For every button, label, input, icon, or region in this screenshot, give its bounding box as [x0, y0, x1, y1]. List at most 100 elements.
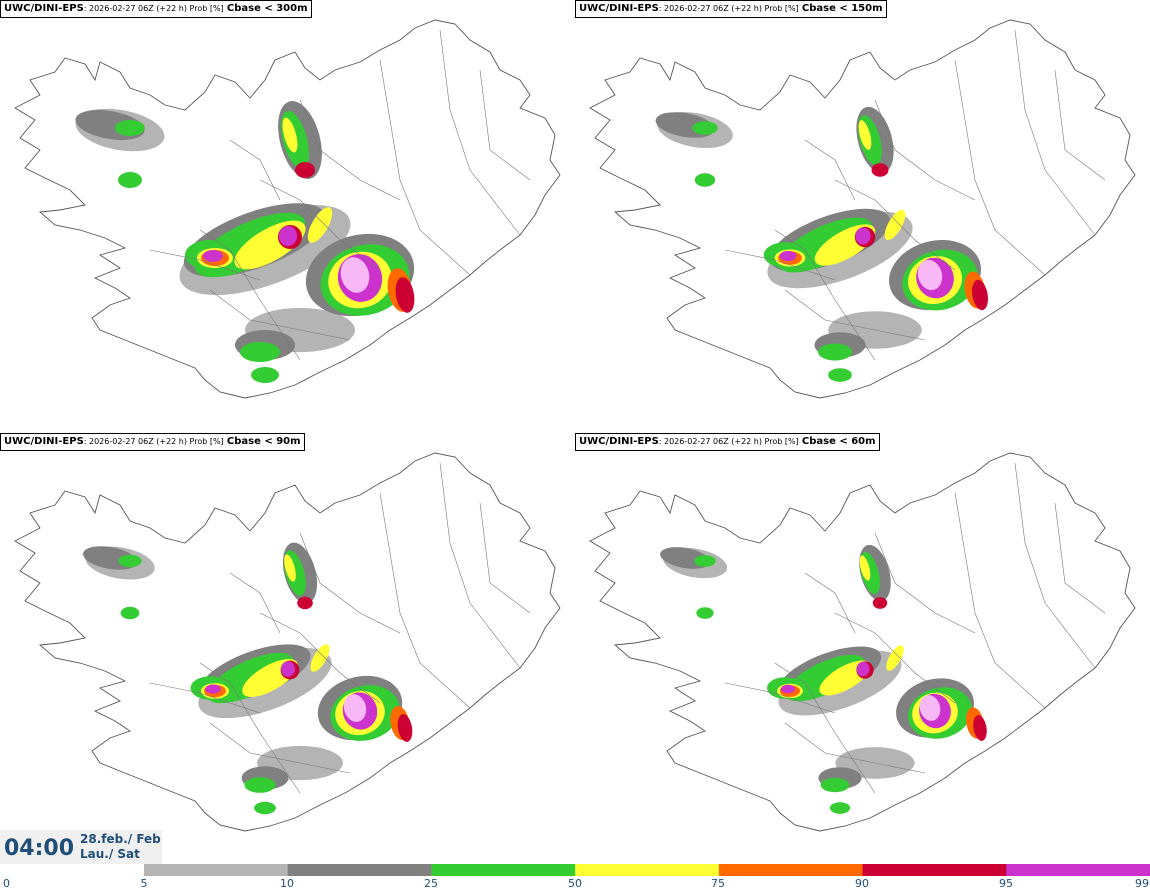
- colorbar-tick-label: 95: [999, 877, 1013, 890]
- region-border: [784, 289, 926, 341]
- region-border: [874, 532, 976, 634]
- region-border: [209, 722, 351, 774]
- probability-area: [297, 596, 313, 610]
- probability-area: [295, 162, 315, 178]
- coastline: [589, 19, 1136, 399]
- region-border: [804, 572, 856, 634]
- region-border: [259, 179, 381, 271]
- probability-area: [871, 163, 889, 177]
- region-border: [479, 502, 531, 614]
- threshold-label: Cbase < 300m: [226, 3, 308, 14]
- map-panel-300m: UWC/DINI-EPS: 2026-02-27 06Z (+22 h) Pro…: [0, 0, 575, 433]
- probability-area: [692, 121, 718, 135]
- model-name: UWC/DINI-EPS: [4, 3, 84, 14]
- map-panel-150m: UWC/DINI-EPS: 2026-02-27 06Z (+22 h) Pro…: [575, 0, 1150, 433]
- probability-area: [919, 695, 941, 721]
- probability-area: [240, 342, 280, 362]
- probability-area: [694, 555, 716, 567]
- probability-area: [859, 555, 871, 581]
- panel-title: UWC/DINI-EPS: 2026-02-27 06Z (+22 h) Pro…: [575, 433, 880, 451]
- probability-area: [818, 343, 852, 361]
- region-border: [874, 99, 976, 201]
- valid-time: 04:00: [4, 836, 75, 861]
- valid-date: 28.feb./ Feb: [80, 832, 161, 846]
- probability-area: [310, 644, 330, 672]
- run-info: : 2026-02-27 06Z (+22 h) Prob [%]: [658, 437, 799, 446]
- run-info: : 2026-02-27 06Z (+22 h) Prob [%]: [83, 4, 224, 13]
- colorbar-segment: [431, 864, 576, 876]
- iceland-map: [14, 452, 561, 832]
- probability-area: [973, 715, 987, 741]
- coastline: [589, 452, 1136, 832]
- probability-area: [118, 554, 142, 568]
- region-border: [299, 532, 401, 634]
- region-border: [834, 612, 956, 704]
- probability-area: [244, 777, 276, 793]
- region-border: [479, 69, 531, 181]
- region-border: [1014, 462, 1096, 669]
- map-panel-90m: UWC/DINI-EPS: 2026-02-27 06Z (+22 h) Pro…: [0, 433, 575, 866]
- region-border: [439, 462, 521, 669]
- model-name: UWC/DINI-EPS: [579, 436, 659, 447]
- region-border: [804, 139, 856, 201]
- run-info: : 2026-02-27 06Z (+22 h) Prob [%]: [83, 437, 224, 446]
- colorbar: [144, 864, 1150, 876]
- region-border: [149, 249, 261, 281]
- region-border: [784, 722, 926, 774]
- colorbar-tick-label: 90: [855, 877, 869, 890]
- valid-day: Lau./ Sat: [80, 847, 140, 861]
- probability-area: [397, 714, 413, 742]
- probability-area: [254, 801, 276, 815]
- probability-area: [780, 684, 796, 694]
- iceland-map: [589, 452, 1136, 832]
- iceland-map: [589, 19, 1136, 399]
- region-border: [954, 492, 1046, 709]
- region-border: [1014, 29, 1096, 236]
- region-border: [379, 492, 471, 709]
- probability-area: [395, 277, 415, 313]
- colorbar-segment: [718, 864, 864, 876]
- threshold-label: Cbase < 150m: [801, 3, 883, 14]
- region-border: [229, 139, 281, 201]
- run-info: : 2026-02-27 06Z (+22 h) Prob [%]: [658, 4, 799, 13]
- region-border: [954, 59, 1046, 276]
- colorbar-tick-label: 0: [3, 877, 10, 890]
- probability-area: [820, 777, 850, 793]
- region-border: [724, 682, 836, 714]
- colorbar-segment: [144, 864, 289, 876]
- probability-area: [886, 645, 904, 671]
- probability-area: [872, 597, 888, 609]
- probability-area: [205, 684, 221, 694]
- panel-title: UWC/DINI-EPS: 2026-02-27 06Z (+22 h) Pro…: [575, 0, 887, 18]
- colorbar-segment: [862, 864, 1007, 876]
- region-border: [209, 289, 351, 341]
- probability-area: [884, 209, 906, 241]
- model-name: UWC/DINI-EPS: [4, 436, 84, 447]
- probability-area: [115, 120, 145, 136]
- colorbar-segment: [287, 864, 432, 876]
- probability-area: [828, 368, 852, 382]
- iceland-map: [14, 19, 561, 399]
- region-border: [724, 249, 836, 281]
- probability-area: [282, 117, 298, 153]
- probability-area: [343, 694, 367, 722]
- probability-area: [280, 661, 296, 677]
- panel-title: UWC/DINI-EPS: 2026-02-27 06Z (+22 h) Pro…: [0, 433, 305, 451]
- probability-area: [855, 227, 871, 245]
- colorbar-segment: [575, 864, 720, 876]
- probability-area: [829, 802, 851, 814]
- region-border: [1054, 69, 1106, 181]
- model-name: UWC/DINI-EPS: [579, 3, 659, 14]
- colorbar-segment: [1006, 864, 1150, 876]
- probability-area: [120, 606, 140, 620]
- probability-area: [917, 259, 943, 291]
- threshold-label: Cbase < 60m: [801, 436, 876, 447]
- colorbar-tick-label: 75: [711, 877, 725, 890]
- probability-area: [696, 607, 714, 619]
- coastline: [14, 452, 561, 832]
- colorbar-tick-label: 25: [424, 877, 438, 890]
- region-border: [439, 29, 521, 236]
- region-border: [199, 662, 301, 794]
- map-panel-60m: UWC/DINI-EPS: 2026-02-27 06Z (+22 h) Pro…: [575, 433, 1150, 866]
- colorbar-tick-label: 5: [140, 877, 148, 890]
